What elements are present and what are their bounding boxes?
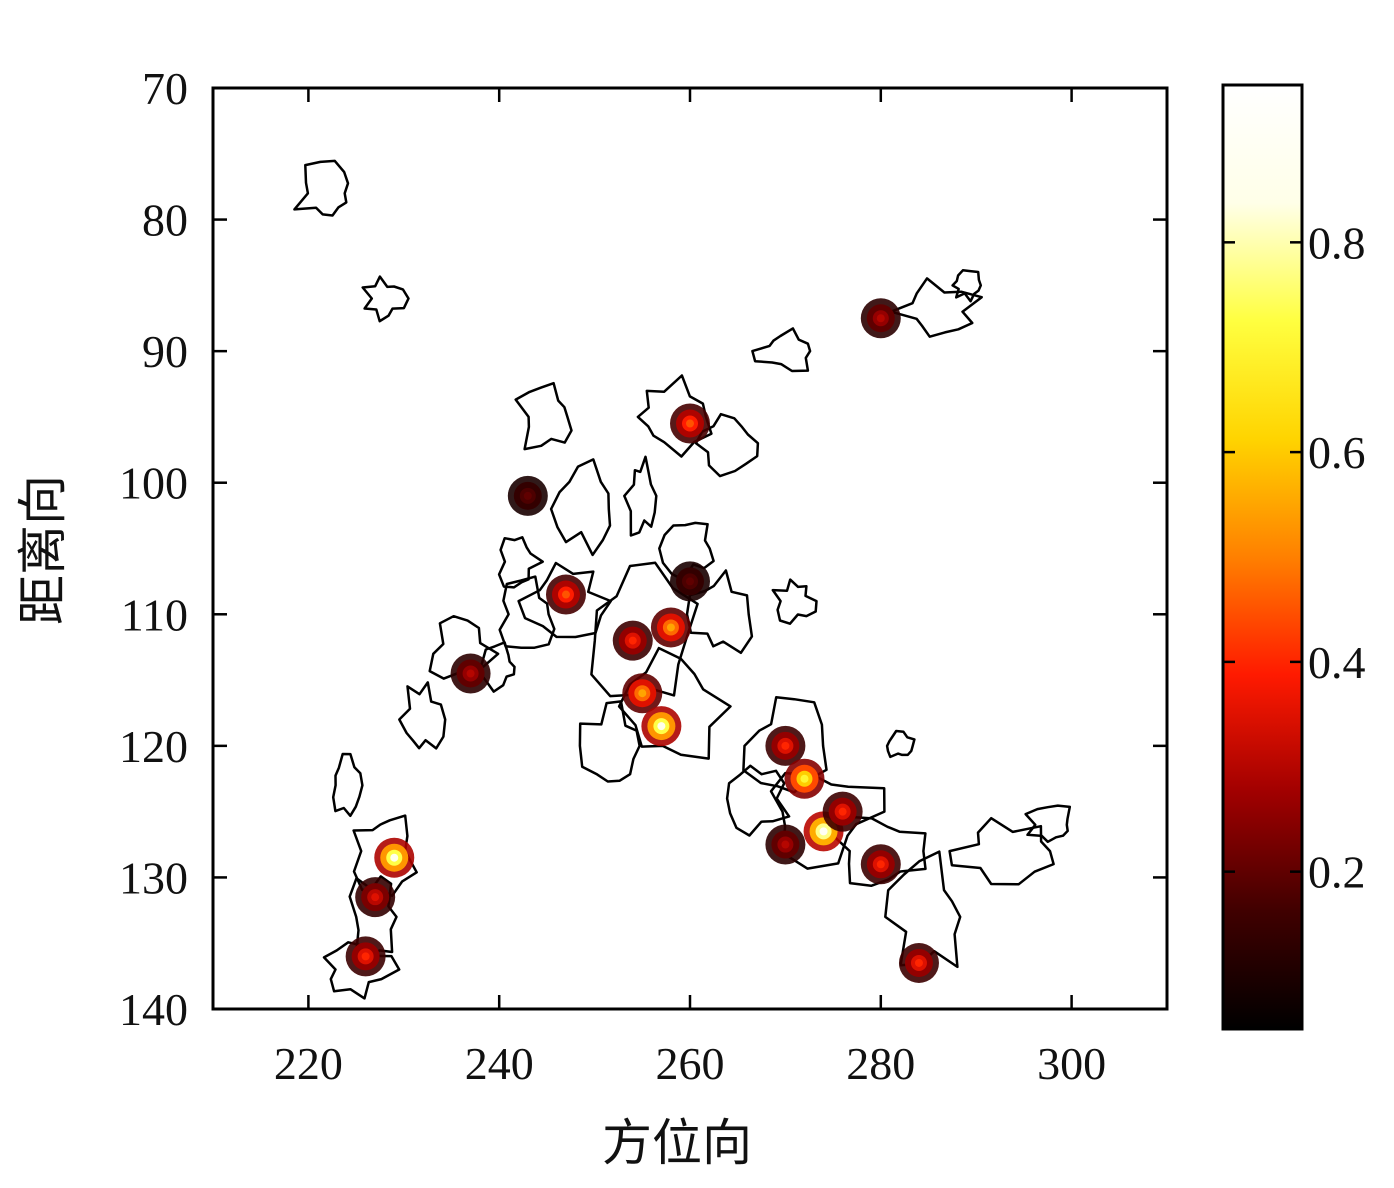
contour-outline — [590, 561, 699, 698]
x-tick-label: 300 — [1037, 1038, 1106, 1089]
hotspot-1 — [355, 877, 396, 918]
contour-outline — [951, 269, 983, 303]
hotspot-7 — [612, 620, 653, 661]
plot-area — [211, 86, 1169, 1011]
hotspot-14 — [822, 791, 863, 832]
y-tick-label: 70 — [142, 63, 188, 114]
contour-outline — [498, 575, 556, 649]
contour-outline — [636, 374, 713, 458]
x-tick-label: 220 — [274, 1038, 343, 1089]
contour-outline — [331, 752, 364, 818]
colorbar-ticks: 0.2 0.4 0.6 0.8 — [1223, 217, 1366, 898]
hotspot-3 — [670, 403, 710, 444]
contour-outline — [623, 455, 658, 537]
contour-outline — [517, 561, 613, 639]
colorbar-tick-label: 0.6 — [1308, 427, 1366, 478]
x-axis-title: 方位向 — [602, 1115, 752, 1171]
colorbar: 0.2 0.4 0.6 0.8 — [1221, 83, 1366, 1031]
contour-outline — [514, 381, 573, 451]
contour-outline — [348, 875, 398, 959]
hotspot-0 — [374, 837, 415, 878]
contour-outline — [685, 569, 754, 655]
contour-outline — [1024, 804, 1072, 844]
contour-outline — [885, 729, 916, 759]
contour-outline — [751, 327, 812, 373]
y-tick-label: 120 — [119, 721, 188, 772]
hotspot-4 — [860, 298, 901, 339]
contour-outline — [725, 764, 791, 837]
y-tick-label: 130 — [119, 852, 188, 903]
contour-outline — [361, 275, 410, 323]
x-tick-label: 260 — [656, 1038, 725, 1089]
hotspot-18 — [507, 475, 548, 516]
hotspot-10 — [641, 706, 682, 747]
x-axis-ticks: 220 240 260 280 300 — [274, 88, 1106, 1089]
contour-outline — [398, 681, 447, 750]
contour-outline — [549, 458, 612, 557]
y-axis-title: 距离向 — [15, 475, 71, 625]
colorbar-tick-label: 0.8 — [1308, 217, 1366, 268]
hotspot-19 — [670, 561, 710, 602]
colorbar-gradient — [1221, 83, 1304, 1031]
contour-outline — [578, 700, 641, 783]
contour-outline — [771, 578, 818, 625]
hotspot-17 — [765, 824, 806, 865]
hotspot-12 — [784, 758, 825, 799]
contour-layer — [293, 159, 1072, 1000]
colorbar-tick-label: 0.4 — [1308, 637, 1366, 688]
hotspot-11 — [765, 725, 806, 766]
y-tick-label: 100 — [119, 458, 188, 509]
y-tick-label: 90 — [142, 326, 188, 377]
contour-outline — [293, 159, 350, 217]
x-tick-label: 240 — [465, 1038, 534, 1089]
hotspot-8 — [650, 607, 691, 648]
hotspot-layer — [345, 298, 939, 983]
plot-background — [213, 88, 1167, 1009]
hotspot-5 — [545, 574, 586, 615]
contour-outline — [617, 646, 732, 760]
contour-outline — [884, 850, 962, 969]
hotspot-2 — [345, 936, 386, 977]
colorbar-tick-label: 0.2 — [1308, 847, 1366, 898]
hotspot-16 — [898, 942, 939, 983]
hotspot-9 — [622, 673, 663, 714]
contour-outline — [352, 814, 418, 898]
hotspot-15 — [860, 844, 901, 885]
y-axis-ticks: 70 80 90 100 110 120 130 140 — [119, 63, 1167, 1035]
x-tick-label: 280 — [846, 1038, 915, 1089]
y-tick-label: 140 — [119, 984, 188, 1035]
y-tick-label: 110 — [121, 589, 188, 640]
y-tick-label: 80 — [142, 195, 188, 246]
contour-outline — [694, 412, 760, 478]
hotspot-6 — [450, 653, 491, 694]
